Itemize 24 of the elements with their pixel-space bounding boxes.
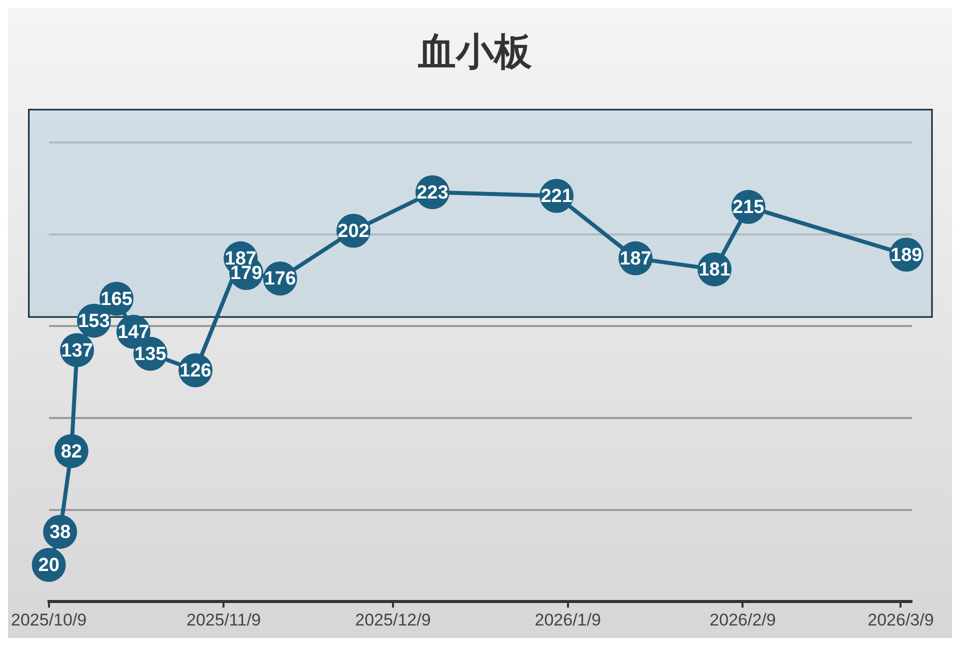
data-label: 147 bbox=[118, 322, 150, 343]
chart-title: 血小板 bbox=[417, 30, 533, 74]
data-label: 176 bbox=[264, 268, 296, 290]
data-label: 221 bbox=[540, 186, 573, 208]
data-label: 153 bbox=[78, 310, 110, 332]
data-label: 202 bbox=[338, 221, 370, 242]
data-label: 223 bbox=[416, 182, 448, 204]
x-tick-label: 2025/11/9 bbox=[186, 610, 261, 630]
x-tick-label: 2026/2/9 bbox=[710, 610, 776, 630]
data-label: 38 bbox=[50, 522, 71, 544]
data-label: 189 bbox=[890, 244, 922, 266]
data-label: 135 bbox=[134, 344, 167, 365]
data-label: 165 bbox=[100, 288, 133, 310]
data-label: 20 bbox=[38, 555, 60, 576]
data-label: 187 bbox=[620, 248, 652, 270]
x-tick-label: 2026/3/9 bbox=[868, 610, 934, 630]
x-tick-label: 2026/1/9 bbox=[534, 610, 601, 630]
data-label: 82 bbox=[60, 441, 82, 462]
data-label: 215 bbox=[732, 197, 765, 218]
data-label: 126 bbox=[180, 360, 212, 382]
data-label: 181 bbox=[698, 260, 731, 281]
data-label: 137 bbox=[61, 340, 93, 362]
x-tick-label: 2025/10/9 bbox=[10, 610, 87, 630]
x-tick-label: 2025/12/9 bbox=[355, 610, 431, 630]
